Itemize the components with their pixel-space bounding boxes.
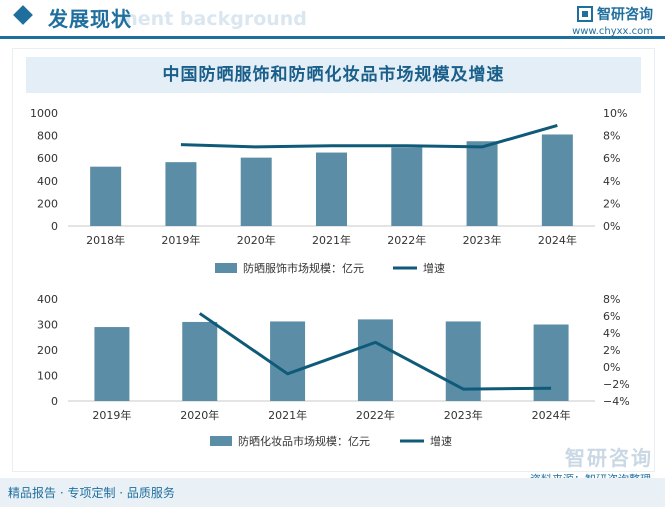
chart2-right-tick-label: −2%	[603, 378, 630, 391]
chart2-category-label: 2020年	[180, 408, 219, 422]
chart1-left-tick-label: 800	[37, 130, 58, 143]
brand-url: www.chyxx.com	[572, 26, 653, 37]
chart2-left-tick-label: 0	[51, 395, 58, 408]
chart1-bar	[391, 147, 423, 226]
chart1-right-tick-label: 4%	[603, 175, 620, 188]
page-header: ment background 发展现状 智研咨询 www.chyxx.com	[0, 0, 665, 40]
chart2-left-tick-label: 200	[37, 344, 58, 357]
chart-title: 中国防晒服饰和防晒化妆品市场规模及增速	[26, 57, 641, 93]
chart2-right-tick-label: 8%	[603, 293, 620, 306]
chart1-category-label: 2020年	[237, 233, 276, 247]
chart1-right-tick-label: 6%	[603, 152, 620, 165]
chart1-left-tick-label: 1000	[30, 107, 58, 120]
chart1-right-tick-label: 2%	[603, 197, 620, 210]
chart2-bar	[94, 327, 130, 401]
chart1-right-tick-label: 0%	[603, 220, 620, 233]
chart1-right-tick-label: 10%	[603, 107, 627, 120]
chart2-right-tick-label: −4%	[603, 395, 630, 408]
page-footer: 精品报告 · 专项定制 · 品质服务	[0, 478, 665, 507]
chart2-bar	[357, 319, 393, 401]
chart2-right-tick-label: 0%	[603, 361, 620, 374]
chart1-category-label: 2018年	[86, 233, 125, 247]
chart1-bar	[90, 166, 122, 226]
brand-name: 智研咨询	[597, 7, 653, 23]
chart2-category-label: 2019年	[92, 408, 131, 422]
chart1-legend-line-label: 增速	[423, 261, 445, 275]
chart1-category-label: 2022年	[387, 233, 426, 247]
chart1-bar	[466, 141, 498, 226]
chart2-growth-line	[198, 312, 552, 391]
chart1-left-tick-label: 200	[37, 197, 58, 210]
chart1-right-tick-label: 8%	[603, 130, 620, 143]
chart2-bar	[270, 321, 306, 401]
chart2-left-tick-label: 400	[37, 293, 58, 306]
chart1-legend-bar-label: 防晒服饰市场规模：亿元	[243, 261, 364, 275]
chart2-right-tick-label: 4%	[603, 327, 620, 340]
chart2-bar	[182, 321, 218, 401]
chart1-bar	[316, 152, 347, 226]
chart1-bar	[240, 157, 272, 226]
footer-slogan: 精品报告 · 专项定制 · 品质服务	[8, 486, 175, 500]
brand: 智研咨询 www.chyxx.com	[572, 4, 653, 37]
chart2-legend-bar-label: 防晒化妆品市场规模：亿元	[238, 434, 370, 448]
chart1-left-tick-label: 0	[51, 220, 58, 233]
chart2-legend-line-label: 增速	[430, 434, 452, 448]
watermark: 智研咨询	[565, 446, 653, 470]
header-background-text: ment background	[118, 8, 307, 30]
chart1-category-label: 2019年	[161, 233, 200, 247]
chart1-category-label: 2024年	[538, 233, 577, 247]
chart2-right-tick-label: 6%	[603, 310, 620, 323]
chart2-left-tick-label: 100	[37, 370, 58, 383]
chart1-category-label: 2021年	[312, 233, 351, 247]
brand-logo-icon	[577, 6, 593, 22]
chart1-left-tick-label: 400	[37, 175, 58, 188]
chart1-legend-bar-swatch	[215, 263, 237, 273]
chart2-category-label: 2024年	[532, 408, 571, 422]
chart1-category-label: 2023年	[463, 233, 502, 247]
chart2-category-label: 2023年	[444, 408, 483, 422]
chart2-legend-bar-swatch	[210, 436, 232, 446]
chart2-category-label: 2022年	[356, 408, 395, 422]
chart1-bar	[541, 134, 573, 226]
chart2-category-label: 2021年	[268, 408, 307, 422]
chart2-left-tick-label: 300	[37, 319, 58, 332]
chart1-growth-line	[180, 123, 558, 149]
chart2-right-tick-label: 2%	[603, 344, 620, 357]
chart1-bar	[165, 162, 197, 226]
section-title: 发展现状	[48, 7, 132, 31]
chart1-left-tick-label: 600	[37, 152, 58, 165]
header-divider	[0, 36, 665, 39]
